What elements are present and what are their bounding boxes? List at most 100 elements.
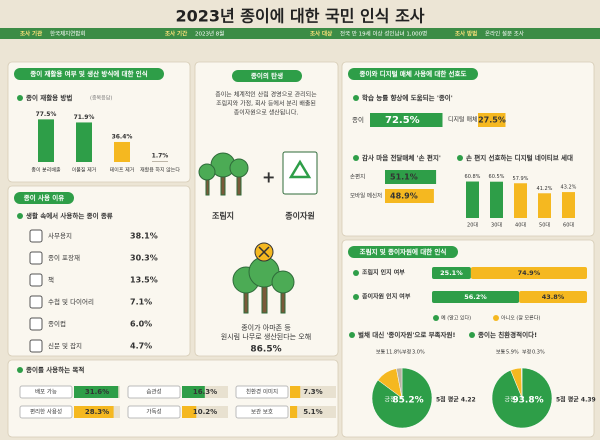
label-box	[235, 405, 289, 419]
text: 5.1%	[303, 408, 322, 416]
text: 56.2%	[464, 293, 487, 301]
bullet	[17, 95, 23, 101]
icon	[29, 339, 43, 353]
section-header	[348, 246, 458, 258]
text: 이물질 제거	[72, 167, 97, 174]
text: 신문 및 잡지	[48, 341, 82, 350]
text: 생활 속에서 사용하는 종이 종류	[26, 211, 113, 220]
text: 조사 대상	[310, 30, 332, 38]
text: 조림지 및 종이자원에 대한 인식	[360, 247, 447, 256]
text: 손 편지 선호하는 디지털 네이티브 세대	[466, 153, 573, 162]
bar	[432, 267, 471, 279]
bar	[466, 181, 479, 218]
text: 예 (알고 있다)	[441, 315, 471, 322]
plus: +	[262, 168, 275, 187]
text: 6.0%	[130, 320, 152, 329]
bar	[76, 122, 92, 162]
panel	[7, 185, 191, 357]
text: 77.5%	[36, 111, 57, 118]
icon	[29, 251, 43, 265]
text: 전국 만 19세 이상 성인남녀 1,000명	[340, 30, 427, 38]
text: 한국제지연합회	[50, 30, 85, 38]
text: 종이자원으로 생산됩니다.	[234, 109, 299, 117]
text: 27.5%	[478, 116, 506, 125]
text: 조사 기관	[20, 30, 42, 38]
text: 38.1%	[130, 232, 158, 241]
bar	[562, 192, 575, 218]
text: 종이 분리배출	[31, 167, 61, 174]
text: 종이 포장재	[48, 253, 80, 262]
text: 가독성	[146, 408, 161, 416]
section-header	[14, 68, 164, 80]
text: 20대	[467, 222, 478, 229]
bar	[490, 181, 503, 218]
icon	[29, 273, 43, 287]
text: 57.9%	[513, 176, 529, 182]
panel	[194, 61, 339, 357]
text: 벌채 대신 '종이자원'으로 부족자원!	[358, 330, 455, 339]
text: 3.0%	[412, 350, 425, 356]
text: 11.8%	[386, 350, 402, 356]
section-header	[232, 70, 302, 82]
bar	[290, 386, 301, 398]
label-box	[127, 385, 181, 399]
bar	[470, 267, 587, 279]
text: 1.7%	[152, 153, 169, 160]
bullet	[353, 270, 359, 276]
bar	[538, 193, 551, 218]
text: 아니오 (잘 모른다)	[501, 315, 540, 322]
track	[290, 406, 336, 418]
text: 종이	[352, 115, 364, 124]
text: 40대	[515, 222, 526, 229]
text: 조사 기간	[165, 30, 187, 38]
text: 보통	[376, 350, 386, 356]
text: 긍정	[504, 397, 515, 404]
text: 28.3%	[85, 408, 109, 416]
section-header	[348, 68, 478, 80]
text: 0.3%	[532, 350, 545, 356]
text: 종이컵	[48, 319, 66, 328]
text: 종이의 탄생	[251, 71, 283, 80]
text: 조림지와 가정, 회사 등에서 분리 배출된	[216, 100, 316, 108]
text: 사무용지	[48, 231, 72, 240]
text: 조림지 인지 여부	[362, 269, 405, 277]
text: 종이와 디지털 매체 사용에 대한 선호도	[360, 69, 467, 78]
text: 13.5%	[130, 276, 158, 285]
bar	[519, 291, 587, 303]
title: 2023년 종이에 대한 국민 인식 조사	[175, 7, 424, 26]
text: 종이는 친환경적이다!	[478, 330, 537, 339]
text: 보통	[496, 350, 506, 356]
text: 종이 사용 이유	[24, 193, 64, 202]
legend-swatch	[433, 315, 439, 321]
text: 종이는 체계적인 산림 경영으로 관리되는	[215, 91, 317, 99]
text: (중복응답)	[90, 95, 112, 102]
text: 60.8%	[465, 174, 481, 180]
bar	[514, 183, 527, 218]
bullet	[457, 155, 463, 161]
label-box	[235, 385, 289, 399]
text: 손편지	[350, 173, 365, 181]
text: 30.3%	[130, 254, 158, 263]
bar	[152, 161, 168, 162]
text: 31.6%	[85, 388, 109, 396]
text: 조림지	[212, 211, 234, 221]
legend-swatch	[493, 315, 499, 321]
label-box	[127, 405, 181, 419]
text: 부정	[402, 349, 411, 356]
text: 72.5%	[385, 115, 420, 126]
bar	[38, 119, 54, 162]
label-box	[19, 385, 73, 399]
text: 10.2%	[193, 408, 217, 416]
text: 60대	[563, 222, 574, 229]
text: 5점 평균 4.39	[556, 396, 596, 404]
bullet	[469, 332, 475, 338]
bullet	[353, 95, 359, 101]
text: 종이를 사용하는 목적	[26, 365, 84, 374]
tree-icon	[198, 152, 295, 314]
text: 5.9%	[506, 350, 519, 356]
bar	[182, 386, 205, 398]
text: 48.9%	[390, 192, 418, 201]
bullet	[353, 155, 359, 161]
text: 학습 능률 향상에 도움되는 '종이'	[362, 93, 453, 102]
